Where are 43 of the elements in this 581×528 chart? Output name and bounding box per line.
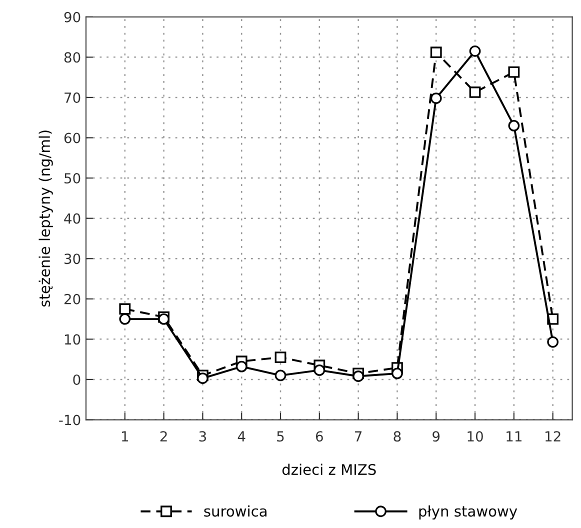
- y-tick-label: 0: [73, 374, 80, 385]
- legend-label: płyn stawowy: [419, 505, 518, 520]
- x-tick-label: 6: [316, 431, 323, 442]
- point: [197, 372, 208, 384]
- y-tick-label: 50: [64, 173, 80, 184]
- point: [508, 66, 520, 78]
- point: [119, 313, 131, 325]
- y-tick-label: 20: [64, 294, 80, 304]
- x-tick-label: 2: [160, 431, 167, 442]
- x-axis-title: dzieci z MIZS: [282, 464, 376, 476]
- x-tick-label: 9: [432, 431, 440, 442]
- y-tick-label: 80: [64, 52, 80, 63]
- point: [430, 92, 442, 104]
- y-tick-label: 10: [64, 334, 80, 345]
- x-tick-label: 12: [546, 431, 560, 442]
- y-tick-label: 30: [64, 254, 80, 264]
- legend-label: surowica: [204, 505, 266, 517]
- point: [469, 45, 481, 57]
- y-tick-label: 40: [64, 213, 80, 224]
- x-tick-label: 10: [468, 431, 483, 442]
- point: [274, 352, 286, 364]
- point: [274, 370, 286, 382]
- y-axis-title: stężenie leptyny (ng/ml): [38, 130, 53, 307]
- x-tick-label: 5: [277, 431, 284, 442]
- y-tick-label: 90: [64, 12, 80, 22]
- x-tick-label: 11: [506, 431, 522, 442]
- y-tick-label: 60: [64, 132, 80, 144]
- point: [469, 86, 481, 98]
- point: [236, 360, 248, 372]
- point: [547, 336, 559, 348]
- point: [430, 46, 442, 58]
- point: [508, 120, 520, 132]
- x-tick-label: 4: [238, 431, 246, 442]
- x-tick-label: 8: [394, 431, 401, 442]
- x-tick-label: 7: [355, 431, 362, 442]
- x-tick-label: 3: [199, 431, 206, 442]
- point: [119, 303, 131, 315]
- y-tick-label: -10: [59, 414, 80, 426]
- x-tick-label: 1: [122, 431, 128, 442]
- point: [352, 370, 364, 382]
- point: [314, 364, 326, 376]
- y-tick-label: 70: [64, 92, 80, 103]
- point: [392, 368, 403, 380]
